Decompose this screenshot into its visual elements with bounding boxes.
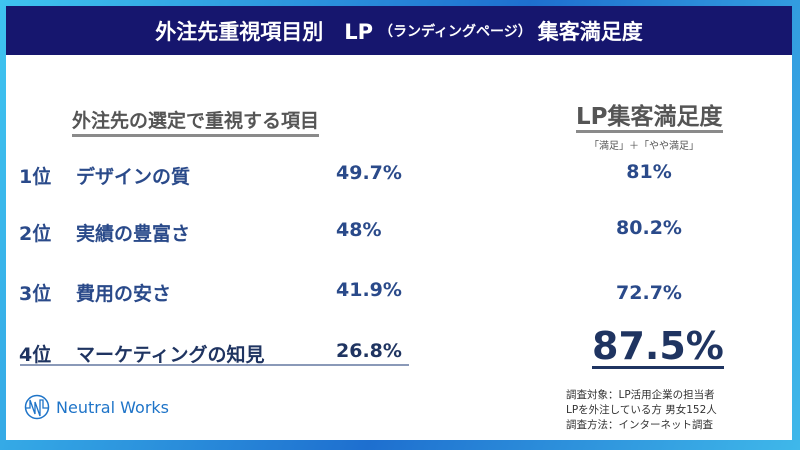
item-label: 実績の豊富さ [76,223,191,245]
left-heading: 外注先の選定で重視する項目 [72,106,320,137]
footnote: 調査対象：LP活用企業の担当者 LPを外注している方 男女152人 調査方法：イ… [566,388,717,433]
title-main: 外注先重視項目別 LP [155,19,374,44]
item-percent: 41.9% [336,279,402,301]
satisfaction-3: 72.7% [616,282,682,304]
footnote-line: 調査対象：LP活用企業の担当者 [566,389,715,401]
footnote-line: LPを外注している方 男女152人 [566,404,717,416]
item-percent: 48% [336,219,382,241]
item-percent: 26.8% [336,340,402,362]
slide: 外注先重視項目別 LP （ランディングページ） 集客満足度 外注先の選定で重視す… [6,6,792,440]
satisfaction-1: 81% [626,161,672,183]
title-sub: （ランディングページ） [379,23,532,40]
logo: Neutral Works [24,394,169,420]
logo-text: Neutral Works [56,397,169,417]
item-label: デザインの質 [76,166,191,188]
header: 外注先重視項目別 LP （ランディングページ） 集客満足度 [6,6,792,55]
footnote-line: 調査方法：インターネット調査 [566,419,713,431]
item-label: 費用の安さ [76,283,172,305]
satisfaction-2: 80.2% [616,217,682,239]
item-label: マーケティングの知見 [76,344,265,366]
nw-logo-icon [24,394,50,420]
satisfaction-4-highlight: 87.5% [592,324,724,369]
rank: 2位 [19,223,52,245]
rank: 3位 [19,283,52,305]
row-4-underline [20,364,409,366]
right-heading: LP集客満足度 [576,104,723,133]
title-end: 集客満足度 [537,19,643,44]
item-percent: 49.7% [336,162,402,184]
rank: 4位 [19,344,52,366]
right-note: 「満足」＋「やや満足」 [589,141,699,152]
rank: 1位 [19,166,52,188]
